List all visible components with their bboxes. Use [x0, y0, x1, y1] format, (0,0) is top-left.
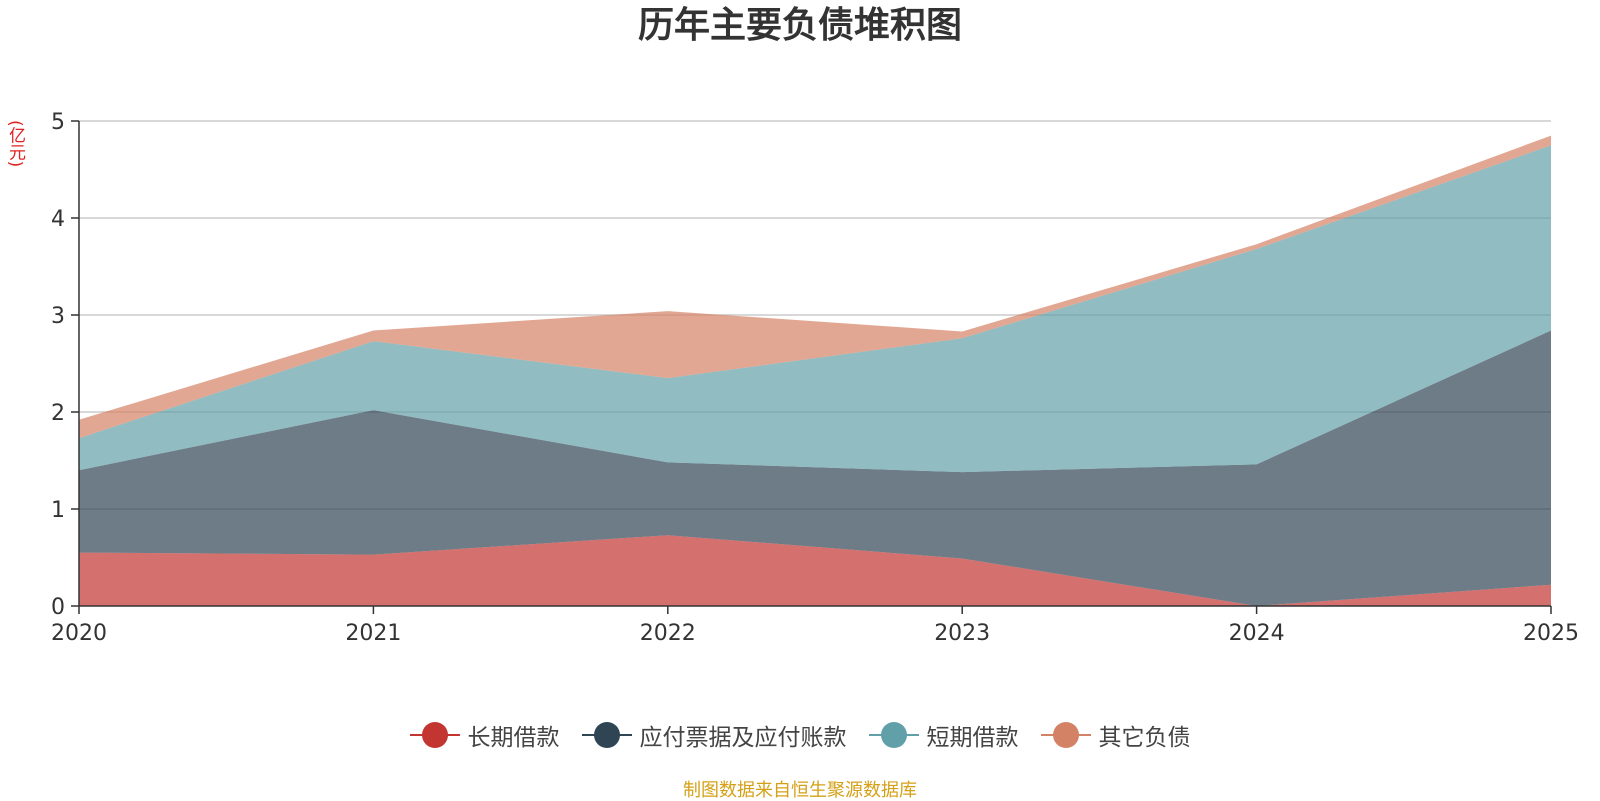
- x-tick-label: 2024: [1229, 621, 1285, 646]
- x-tick-label: 2022: [640, 621, 696, 646]
- area-series-3: [79, 145, 1551, 473]
- legend-dot: [593, 722, 620, 748]
- legend-label: 长期借款: [467, 725, 560, 751]
- legend: 长期借款 应付票据及应付账款 短期借款 其它负债: [0, 718, 1600, 752]
- y-tick-label: 4: [51, 207, 65, 232]
- source-note: 制图数据来自恒生聚源数据库: [683, 780, 917, 801]
- x-tick-label: 2021: [345, 621, 401, 646]
- legend-swatch: [868, 722, 919, 748]
- legend-swatch: [1040, 722, 1091, 748]
- legend-item-4[interactable]: 其它负债: [1040, 718, 1191, 752]
- legend-item-2[interactable]: 应付票据及应付账款: [581, 718, 847, 752]
- y-tick-label: 5: [51, 110, 65, 135]
- legend-label: 短期借款: [926, 725, 1019, 751]
- x-tick-label: 2020: [51, 621, 107, 646]
- legend-label: 应付票据及应付账款: [639, 725, 847, 751]
- stacked-area-chart: 0 1 2 3 4 5 2020 2021 2022 2023 2024 2025: [51, 110, 1579, 646]
- y-tick-label: 3: [51, 304, 65, 329]
- y-tick-label: 1: [51, 498, 65, 523]
- x-tick-label: 2025: [1523, 621, 1579, 646]
- x-tick-label: 2023: [934, 621, 990, 646]
- legend-item-3[interactable]: 短期借款: [868, 718, 1019, 752]
- area-series-1: [79, 535, 1551, 606]
- legend-dot: [1052, 722, 1079, 748]
- legend-label: 其它负债: [1098, 725, 1191, 751]
- area-series: [79, 135, 1551, 606]
- chart-title: 历年主要负债堆积图: [637, 5, 962, 46]
- y-tick-label: 0: [51, 595, 65, 620]
- y-axis-unit-label: (亿元): [5, 120, 25, 168]
- legend-dot: [880, 722, 907, 748]
- area-series-2: [79, 330, 1551, 606]
- legend-dot: [421, 722, 448, 748]
- legend-item-1[interactable]: 长期借款: [409, 718, 560, 752]
- legend-swatch: [581, 722, 632, 748]
- axes: 0 1 2 3 4 5 2020 2021 2022 2023 2024 2025: [51, 110, 1579, 646]
- legend-swatch: [409, 722, 460, 748]
- y-tick-label: 2: [51, 401, 65, 426]
